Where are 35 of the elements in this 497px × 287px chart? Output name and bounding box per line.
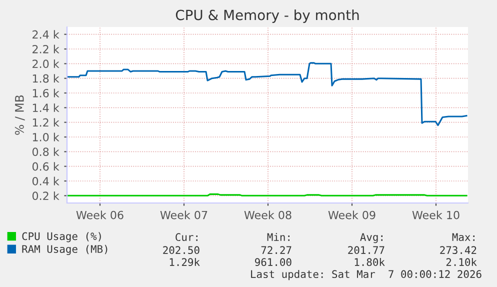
y-tick-label: 2.2 k (32, 44, 60, 54)
text: Avg: (360, 233, 382, 244)
legend-label: CPU Usage (%) (22, 232, 101, 242)
text: Cur: (176, 233, 198, 242)
text: 273.42 (440, 246, 476, 254)
y-tick-label: 1.0 k (32, 132, 60, 142)
line-series (67, 62, 468, 126)
x-tick-label: Week 07 (160, 210, 208, 220)
y-tick-label: 0.4 k (32, 176, 60, 186)
y-tick-label: 0.2 k (32, 191, 60, 200)
text: 201.77 (348, 246, 384, 254)
text: Min: (267, 232, 290, 241)
y-tick-label: 1.6 k (32, 88, 60, 98)
y-tick-label: 1.4 k (32, 103, 60, 112)
text: 72.27 (261, 246, 292, 254)
y-tick-label: 1.2 k (32, 118, 60, 127)
y-tick-label: 0.8 k (32, 147, 60, 156)
text: Max: (452, 233, 474, 242)
x-tick-label: Week 10 (412, 210, 460, 220)
legend-label: RAM Usage (MB) (22, 244, 108, 256)
chart-title: CPU & Memory - by month (176, 10, 359, 23)
text: 2.10k (446, 258, 477, 266)
text: 1.29k (170, 258, 200, 266)
y-tick-label: 0.6 k (32, 162, 60, 171)
text: Last update: Sat Mar 7 00:00:12 2026 (251, 270, 482, 280)
x-tick-label: Week 06 (76, 210, 124, 220)
text: 1.80k (354, 258, 385, 266)
y-axis-title: % / MB (14, 95, 25, 135)
text: 961.00 (255, 258, 292, 266)
x-tick-label: Week 08 (244, 210, 292, 220)
y-tick-label: 2.4 k (32, 30, 60, 39)
x-tick-label: Week 09 (328, 210, 376, 220)
text: 202.50 (163, 246, 200, 254)
y-tick-label: 2.0 k (32, 59, 60, 68)
y-tick-label: 1.8 k (32, 74, 60, 83)
